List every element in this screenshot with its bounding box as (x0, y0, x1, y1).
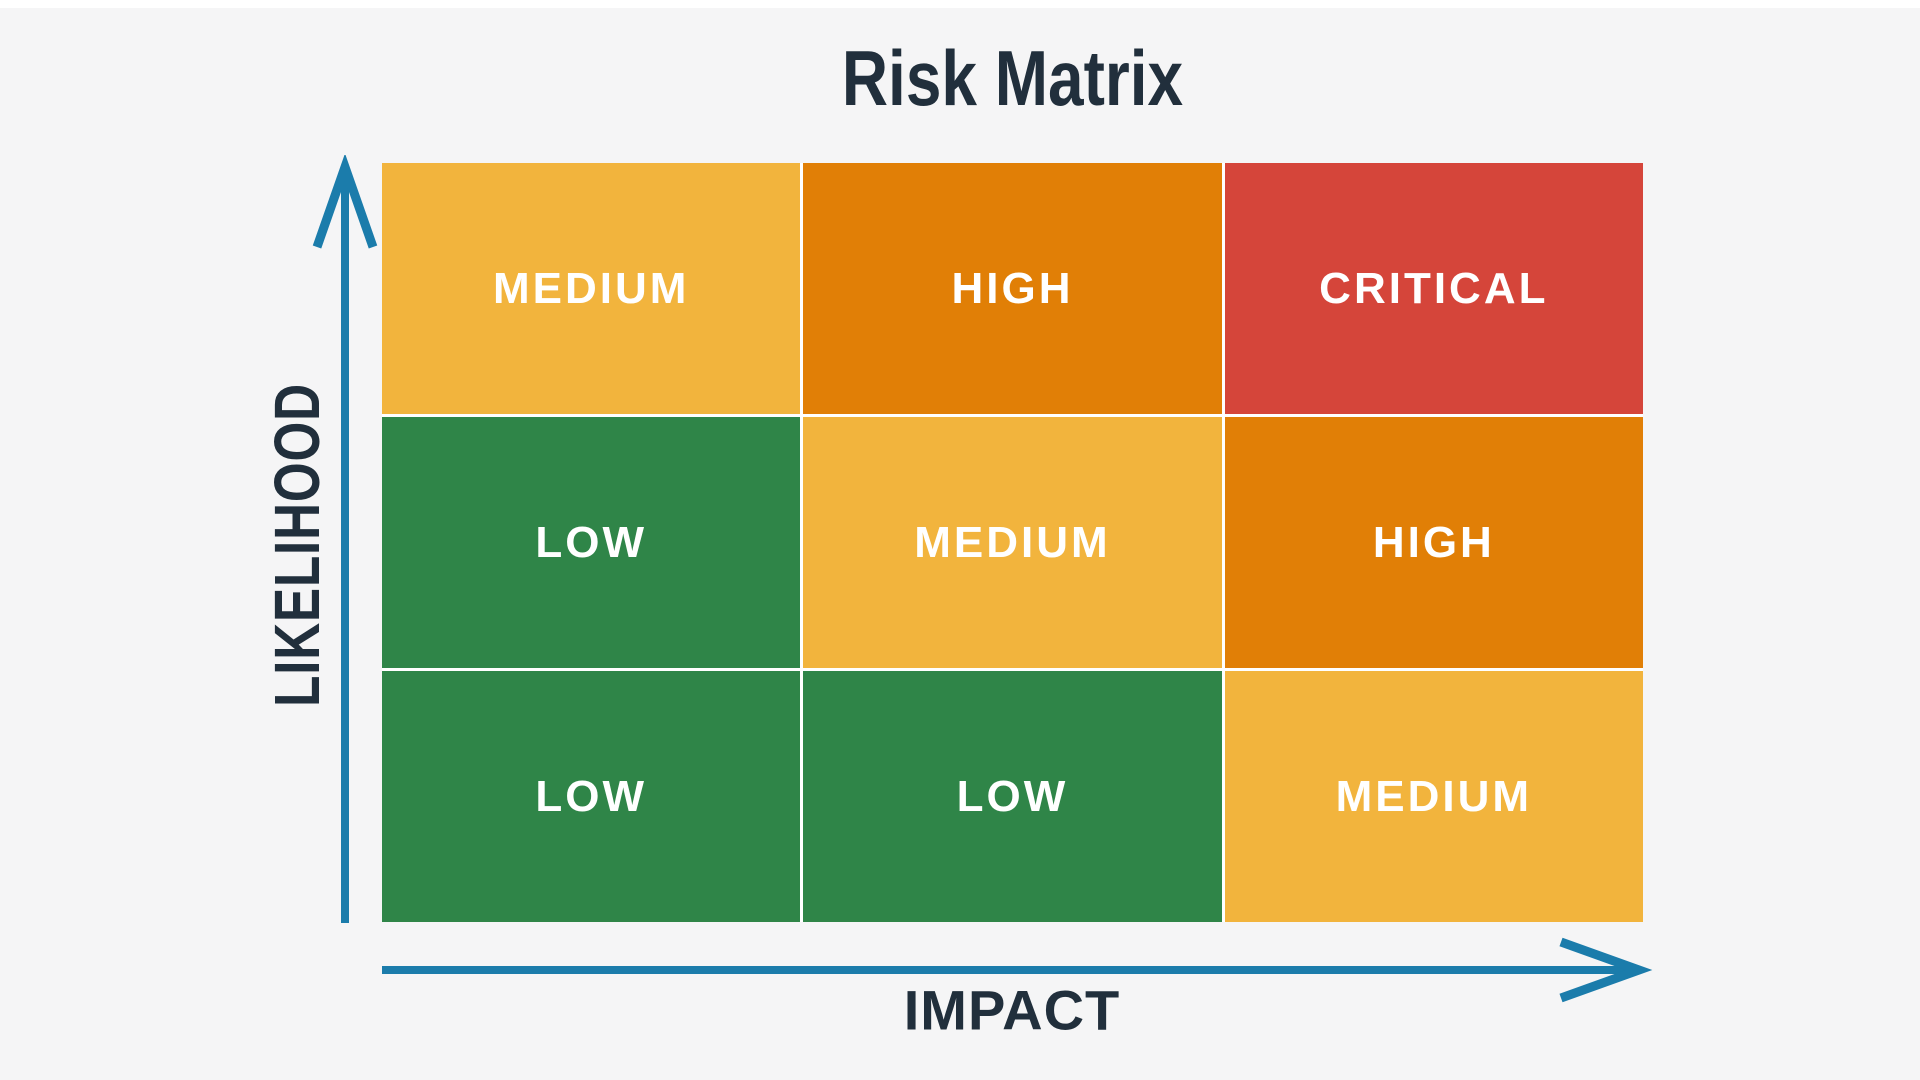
matrix-cell-r1-c2: HIGH (1224, 417, 1643, 668)
page-title: Risk Matrix (841, 34, 1184, 122)
y-axis-arrow (312, 155, 378, 923)
x-axis-arrow (382, 937, 1653, 1003)
x-axis-label: IMPACT (903, 978, 1121, 1042)
matrix-cell-r2-c0: LOW (382, 671, 801, 922)
y-axis-arrowhead-icon (312, 155, 378, 249)
matrix-cell-r1-c1: MEDIUM (803, 417, 1222, 668)
matrix-cell-r0-c2: CRITICAL (1224, 163, 1643, 414)
top-edge-strip (0, 0, 1920, 8)
matrix-cell-r0-c1: HIGH (803, 163, 1222, 414)
matrix-cell-r0-c0: MEDIUM (382, 163, 801, 414)
x-axis-arrowhead-icon (1559, 937, 1653, 1003)
risk-matrix-grid: MEDIUM HIGH CRITICAL LOW MEDIUM HIGH LOW… (382, 163, 1643, 922)
matrix-cell-r1-c0: LOW (382, 417, 801, 668)
matrix-cell-r2-c2: MEDIUM (1224, 671, 1643, 922)
y-axis-label: LIKELIHOOD (261, 383, 333, 707)
matrix-cell-r2-c1: LOW (803, 671, 1222, 922)
